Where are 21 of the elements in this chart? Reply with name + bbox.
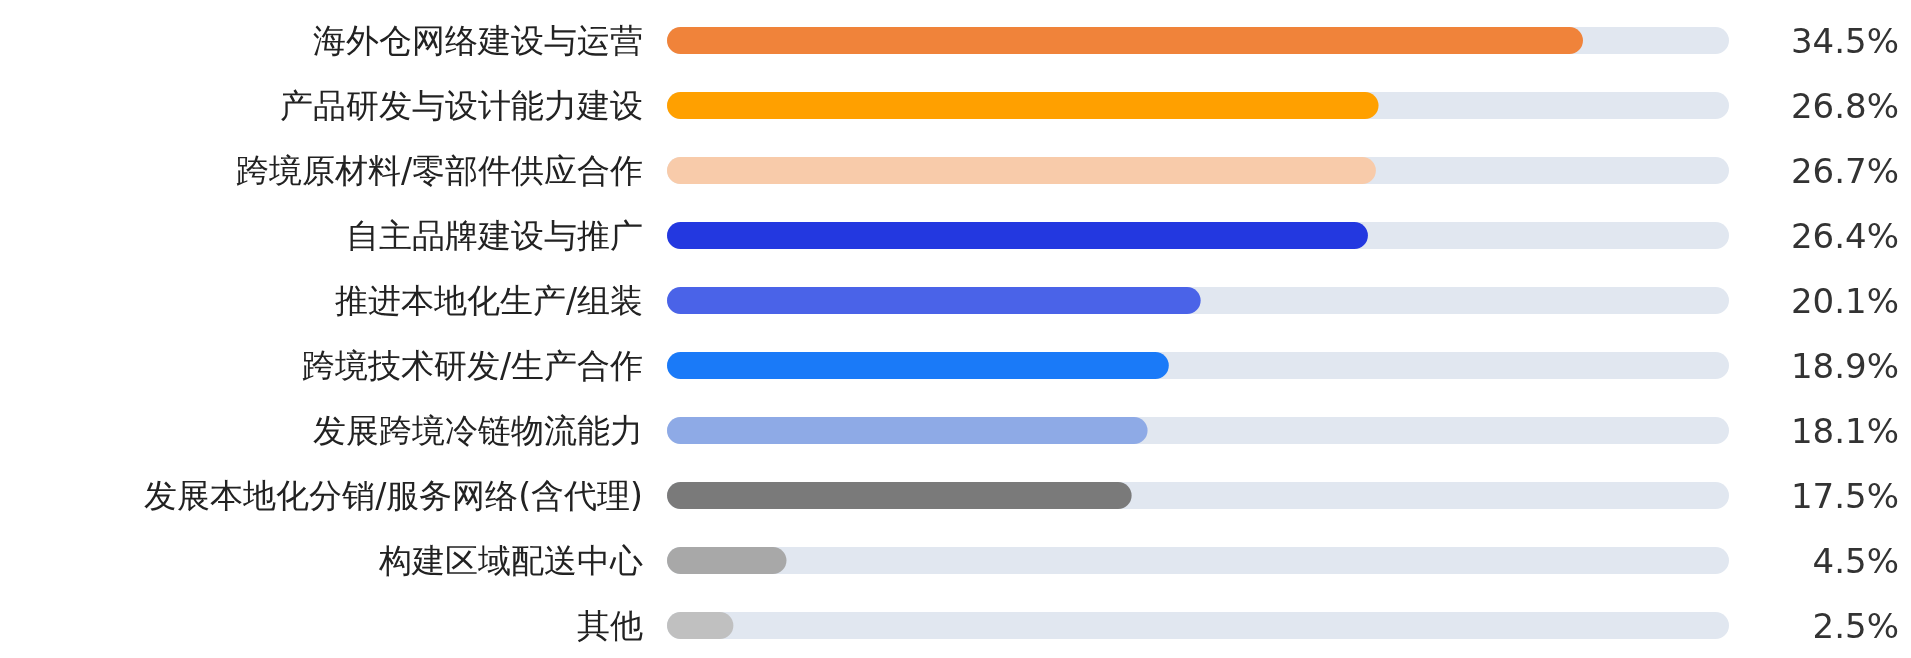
y-tick-label: 跨境技术研发/生产合作	[301, 346, 643, 386]
y-tick-label: 跨境原材料/零部件供应合作	[235, 151, 643, 191]
data-label: 34.5%	[1790, 20, 1899, 61]
y-tick-label: 海外仓网络建设与运营	[313, 21, 643, 61]
bar	[667, 547, 787, 574]
data-label: 18.1%	[1790, 410, 1899, 451]
y-tick-label: 构建区域配送中心	[378, 541, 643, 581]
data-label: 2.5%	[1812, 605, 1899, 646]
data-label: 20.1%	[1790, 280, 1899, 321]
data-label: 18.9%	[1790, 345, 1899, 386]
y-tick-label: 其他	[577, 606, 643, 646]
data-label: 26.4%	[1790, 215, 1899, 256]
y-tick-label: 推进本地化生产/组装	[334, 281, 643, 321]
data-label: 17.5%	[1790, 475, 1899, 516]
data-label: 4.5%	[1812, 540, 1899, 581]
y-tick-label: 发展本地化分销/服务网络(含代理)	[144, 476, 643, 516]
y-tick-label: 产品研发与设计能力建设	[280, 86, 643, 126]
y-tick-label: 发展跨境冷链物流能力	[313, 411, 643, 451]
data-label: 26.7%	[1790, 150, 1899, 191]
y-tick-label: 自主品牌建设与推广	[346, 216, 643, 256]
data-label: 26.8%	[1790, 85, 1899, 126]
